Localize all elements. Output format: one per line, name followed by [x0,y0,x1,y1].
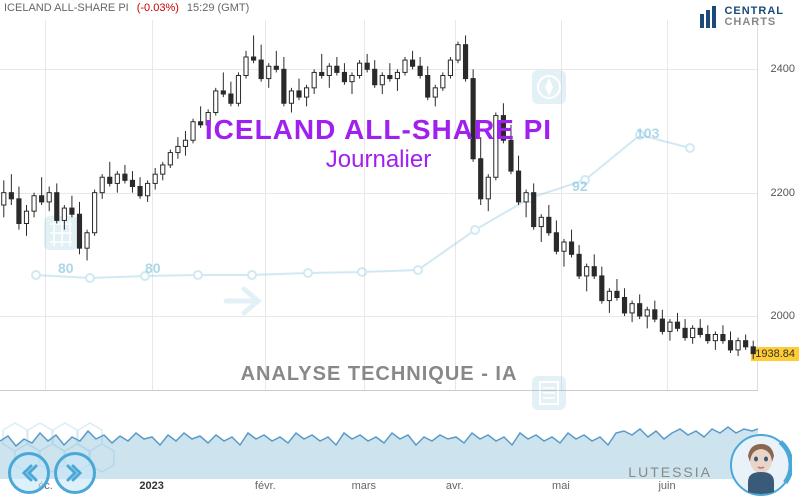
x-axis: éc.2023févr.marsavr.maijuin [0,480,758,496]
footer-brand: LUTESSIA [628,464,712,480]
avatar-icon[interactable] [730,434,792,496]
logo-text: CENTRAL CHARTS [724,6,784,28]
y-tick-label: 2200 [771,187,795,199]
logo-icon [700,6,718,28]
ticker-name: ICELAND ALL-SHARE PI [4,2,129,14]
brand-logo[interactable]: CENTRAL CHARTS [700,6,784,28]
main-price-chart[interactable]: 200022002400 ICELAND ALL-SHARE PI Journa… [0,20,758,390]
y-tick-label: 2400 [771,63,795,75]
x-tick-label: mai [552,480,570,492]
last-price-label: 1938.84 [751,347,799,361]
chart-header: ICELAND ALL-SHARE PI (-0.03%) 15:29 (GMT… [4,2,249,14]
chevron-right-icon [64,462,86,484]
price-change: (-0.03%) [137,2,179,14]
nav-arrows [8,452,96,494]
nav-next-button[interactable] [54,452,96,494]
chevron-left-icon [18,462,40,484]
x-tick-label: mars [352,480,376,492]
x-tick-label: 2023 [139,480,163,492]
analysis-title: ANALYSE TECHNIQUE - IA [241,363,518,386]
x-tick-label: févr. [255,480,276,492]
y-tick-label: 2000 [771,310,795,322]
timestamp: 15:29 (GMT) [187,2,249,14]
chart-container: ICELAND ALL-SHARE PI (-0.03%) 15:29 (GMT… [0,0,800,500]
x-tick-label: juin [658,480,675,492]
y-axis: 2000 2200 2400 [757,20,799,390]
candlestick-series [0,20,757,390]
x-tick-label: avr. [446,480,464,492]
nav-prev-button[interactable] [8,452,50,494]
